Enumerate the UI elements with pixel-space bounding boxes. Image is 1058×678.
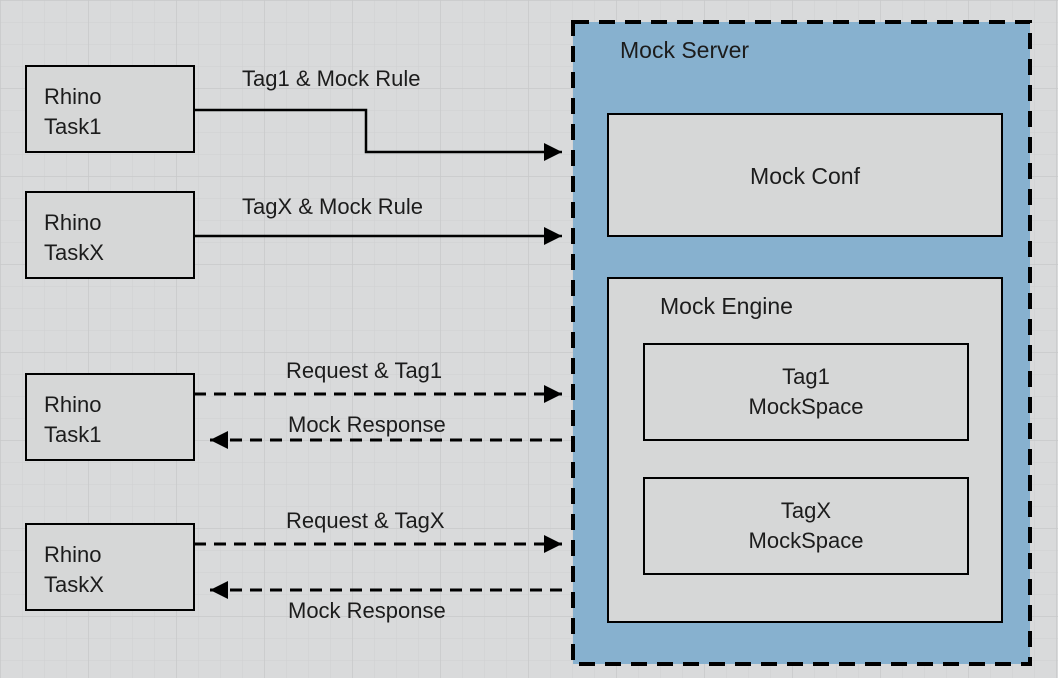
edge-label: Mock Response [288,412,446,437]
task-label: TaskX [44,572,104,597]
rhino-task1-b: Rhino Task1 [26,374,194,460]
tag1-mockspace-l1: Tag1 [782,364,830,389]
task-label: Task1 [44,114,101,139]
edge-label: Request & Tag1 [286,358,442,383]
mock-server-container: Mock Server Mock Conf Mock Engine Tag1 M… [573,22,1030,664]
tagx-mockspace-l1: TagX [781,498,831,523]
mock-conf-node: Mock Conf [608,114,1002,236]
rhino-task1-a: Rhino Task1 [26,66,194,152]
rhino-taskx-a: Rhino TaskX [26,192,194,278]
mock-conf-label: Mock Conf [750,163,861,189]
edge-label: Request & TagX [286,508,445,533]
mock-engine-title: Mock Engine [660,293,793,319]
edge-label: Mock Response [288,598,446,623]
mock-server-title: Mock Server [620,37,749,63]
edge-label: Tag1 & Mock Rule [242,66,421,91]
tagx-mockspace-l2: MockSpace [749,528,864,553]
task-label: Rhino [44,392,101,417]
mock-engine-container: Mock Engine Tag1 MockSpace TagX MockSpac… [608,278,1002,622]
task-label: Rhino [44,542,101,567]
task-label: Rhino [44,84,101,109]
task-label: TaskX [44,240,104,265]
rhino-taskx-b: Rhino TaskX [26,524,194,610]
tagx-mockspace-node: TagX MockSpace [644,478,968,574]
task-label: Task1 [44,422,101,447]
edge-label: TagX & Mock Rule [242,194,423,219]
tag1-mockspace-l2: MockSpace [749,394,864,419]
tag1-mockspace-node: Tag1 MockSpace [644,344,968,440]
task-label: Rhino [44,210,101,235]
